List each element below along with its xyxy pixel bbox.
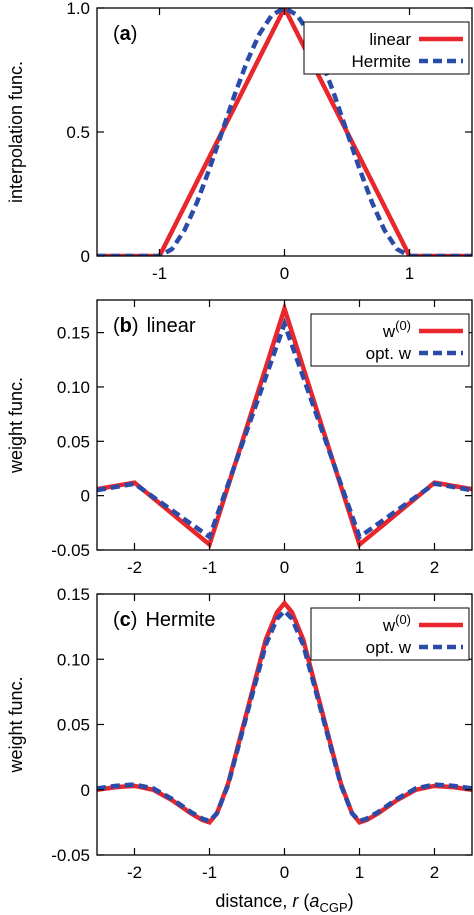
panel-label: (c) Hermite: [113, 609, 215, 631]
x-tick-label: 1: [355, 863, 364, 882]
y-tick-label: 0.15: [57, 324, 90, 343]
y-axis-title: interpolation func.: [6, 61, 26, 203]
x-tick-label: 0: [280, 558, 289, 577]
legend-label: w(0): [382, 318, 411, 341]
y-tick-label: 0: [81, 781, 90, 800]
y-tick-label: 0.05: [57, 432, 90, 451]
legend-box: [303, 21, 470, 75]
x-tick-label: 0: [280, 863, 289, 882]
y-tick-label: 0.5: [66, 123, 90, 142]
y-tick-label: 0: [81, 487, 90, 506]
y-tick-label: 1.0: [66, 0, 90, 18]
series-line-blue: [97, 8, 472, 256]
series-group: [97, 599, 472, 826]
y-tick-label: 0.10: [57, 378, 90, 397]
panel-1: -1 0 1 0 0.5 1.0 interpolation func. (a) linear H…: [6, 0, 473, 283]
legend-label: linear: [369, 30, 411, 49]
legend-label: w(0): [382, 612, 411, 635]
x-tick-label: 2: [430, 863, 439, 882]
legend: linear Hermite: [303, 21, 470, 75]
legend-box: [310, 313, 470, 367]
x-tick-label: 0: [280, 264, 289, 283]
y-tick-label: 0: [81, 247, 90, 266]
panel-label: (a): [113, 23, 137, 45]
panel-2: -2 -1 0 1 2 -0.05 0 0.05 0.10 0.15 weight func. (b)…: [6, 299, 473, 577]
legend: w(0) opt. w: [310, 607, 470, 661]
x-tick-label: 1: [355, 558, 364, 577]
legend-label: Hermite: [351, 52, 411, 71]
panel-3: -2 -1 0 1 2 -0.05 0 0.05 0.10 0.15 weight func. (c)…: [6, 585, 473, 915]
y-tick-label: 0.10: [57, 650, 90, 669]
panel-label: (b) linear: [113, 315, 196, 337]
x-tick-label: -1: [202, 558, 217, 577]
x-tick-label: -2: [127, 863, 142, 882]
x-tick-label: 1: [405, 264, 414, 283]
series-group: [97, 8, 472, 256]
series-line-blue: [97, 607, 472, 824]
x-tick-label: -1: [202, 863, 217, 882]
series-line-blue: [97, 317, 472, 541]
y-axis-title: weight func.: [6, 676, 26, 773]
y-axis-title: weight func.: [6, 377, 26, 474]
y-tick-label: -0.05: [51, 541, 90, 560]
series-group: [97, 301, 472, 549]
legend-label: opt. w: [366, 344, 412, 363]
legend-box: [310, 607, 470, 661]
y-tick-label: 0.05: [57, 716, 90, 735]
x-tick-label: 2: [430, 558, 439, 577]
legend-label: opt. w: [366, 638, 412, 657]
x-tick-label: -2: [127, 558, 142, 577]
x-tick-label: -1: [152, 264, 167, 283]
x-axis-title: distance, r (aCGP): [215, 891, 353, 915]
legend: w(0) opt. w: [310, 313, 470, 367]
y-tick-label: 0.15: [57, 585, 90, 604]
y-tick-label: -0.05: [51, 846, 90, 865]
